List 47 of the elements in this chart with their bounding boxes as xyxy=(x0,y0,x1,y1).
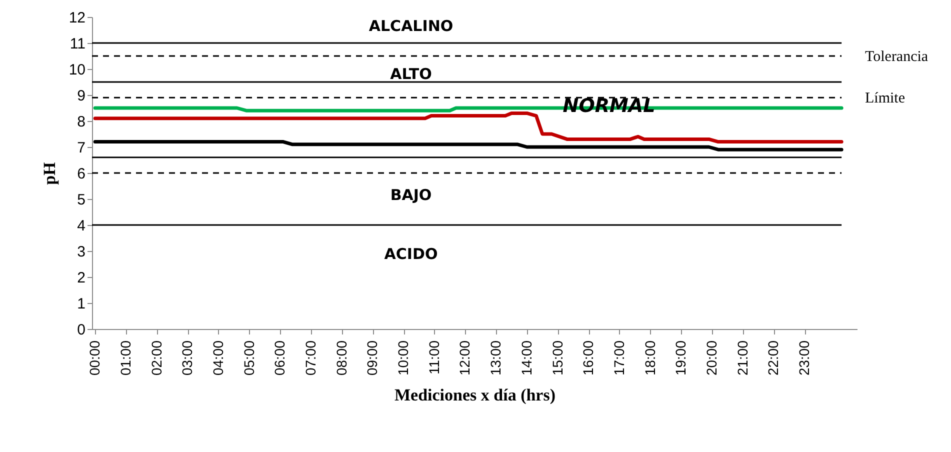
ref-line-label: Límite xyxy=(865,90,906,107)
y-tick-label: 12 xyxy=(68,10,86,26)
y-tick-label: 10 xyxy=(68,62,86,78)
ref-line-label: Tolerancia xyxy=(865,49,928,65)
x-tick-label: 21:00 xyxy=(734,340,750,376)
x-tick-label: 14:00 xyxy=(518,340,534,376)
y-tick-label: 4 xyxy=(77,218,86,234)
x-tick-label: 18:00 xyxy=(642,340,658,376)
x-tick-label: 22:00 xyxy=(765,340,782,376)
x-tick-label: 08:00 xyxy=(333,340,350,376)
x-tick-label: 12:00 xyxy=(456,340,473,376)
annotation: ALCALINO xyxy=(368,17,454,35)
x-tick-label: 05:00 xyxy=(240,340,257,376)
x-tick-label: 11:00 xyxy=(426,340,442,374)
x-tick-label: 13:00 xyxy=(488,340,504,376)
annotation: ACIDO xyxy=(384,245,438,263)
y-tick-label: 6 xyxy=(77,166,86,182)
y-axis-title: pH xyxy=(40,162,59,185)
y-tick-label: 7 xyxy=(77,140,86,156)
y-tick-label: 8 xyxy=(77,114,86,130)
y-tick-label: 3 xyxy=(77,244,86,260)
x-tick-label: 06:00 xyxy=(272,340,288,376)
x-tick-label: 20:00 xyxy=(704,340,720,376)
x-tick-label: 10:00 xyxy=(395,340,412,376)
x-tick-label: 16:00 xyxy=(580,340,596,376)
x-tick-label: 01:00 xyxy=(117,340,134,376)
x-tick-label: 07:00 xyxy=(302,340,319,376)
y-tick-label: 5 xyxy=(77,192,86,208)
y-tick-label: 2 xyxy=(77,270,86,286)
y-tick-label: 0 xyxy=(77,322,86,338)
x-tick-label: 00:00 xyxy=(86,340,103,376)
annotation: ALTO xyxy=(390,65,432,83)
line-series xyxy=(93,111,844,144)
y-tick-label: 1 xyxy=(77,296,86,312)
x-tick-label: 19:00 xyxy=(672,340,689,376)
x-axis-title: Mediciones x día (hrs) xyxy=(394,386,556,405)
x-tick-label: 09:00 xyxy=(364,340,380,376)
annotation: BAJO xyxy=(390,186,432,204)
x-tick-label: 03:00 xyxy=(179,340,196,376)
x-tick-label: 23:00 xyxy=(796,340,812,376)
line-series xyxy=(93,140,844,152)
x-tick-label: 02:00 xyxy=(148,340,164,376)
y-tick-label: 9 xyxy=(77,88,86,104)
x-tick-label: 04:00 xyxy=(210,340,226,376)
y-tick-label: 11 xyxy=(70,36,86,52)
x-tick-label: 17:00 xyxy=(610,340,627,376)
x-tick-label: 15:00 xyxy=(549,340,566,376)
